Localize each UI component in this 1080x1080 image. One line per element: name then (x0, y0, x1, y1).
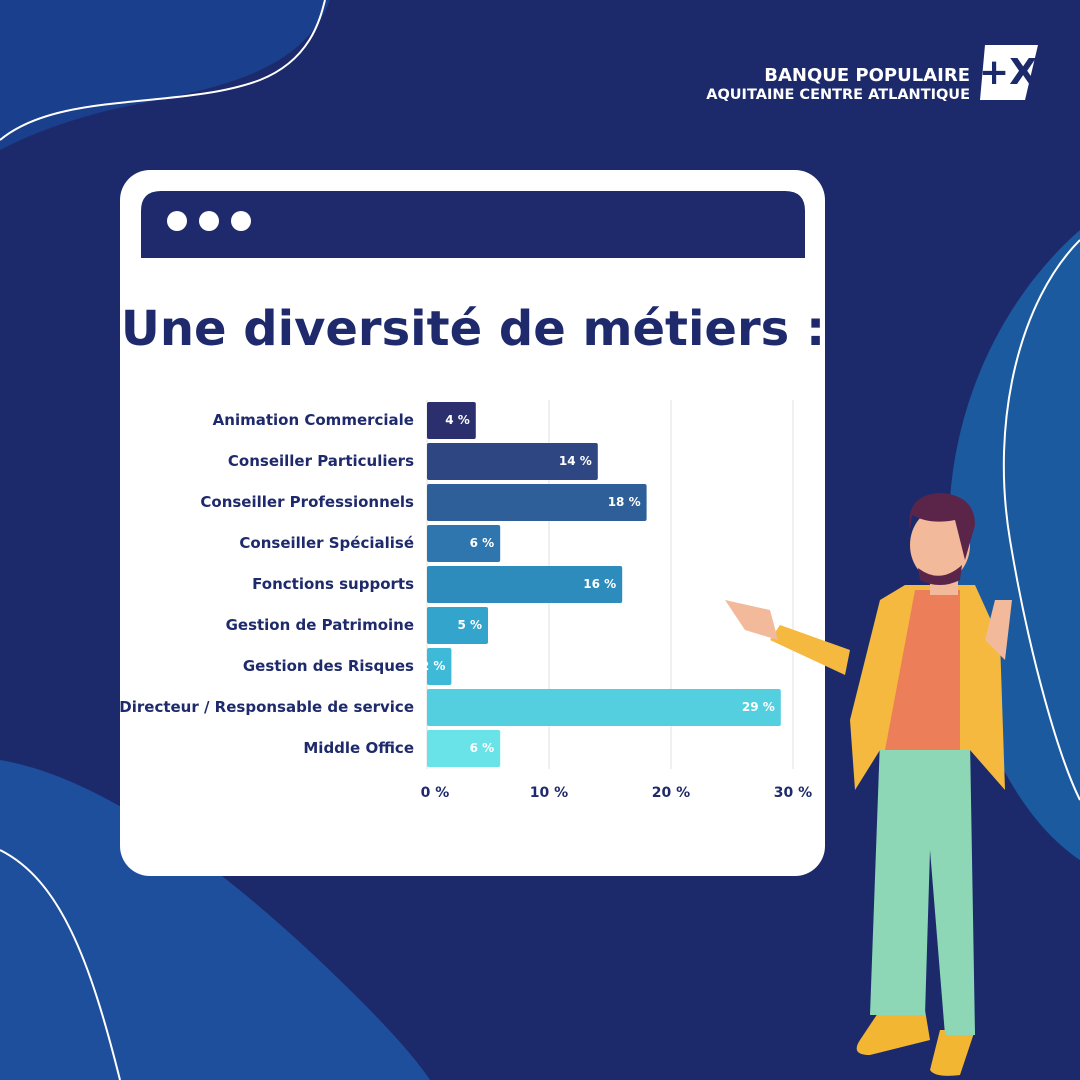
value-label: 6 % (470, 536, 495, 550)
logo-line: AQUITAINE CENTRE ATLANTIQUE (706, 87, 970, 103)
category-label: Directeur / Responsable de service (119, 698, 414, 716)
bar (427, 689, 781, 726)
blob (0, 0, 330, 150)
hand (985, 600, 1012, 660)
curve (0, 849, 121, 1080)
category-label: Gestion des Risques (243, 657, 414, 675)
value-label: 5 % (457, 618, 482, 632)
window-bar (141, 191, 805, 258)
hand (725, 600, 778, 640)
value-label: 6 % (470, 741, 495, 755)
shoe (930, 1030, 975, 1076)
value-label: 16 % (583, 577, 616, 591)
bar (427, 484, 647, 521)
shoe (856, 1010, 930, 1055)
bar (427, 443, 598, 480)
dot (199, 211, 219, 231)
logo-mark (980, 45, 1038, 100)
logo-line: BANQUE POPULAIRE (764, 65, 970, 86)
hair (909, 493, 975, 560)
bar (427, 402, 476, 439)
category-label: Middle Office (303, 739, 414, 757)
head (910, 509, 970, 581)
logo-mark: +X (979, 52, 1037, 93)
character (725, 493, 1012, 1076)
card (120, 170, 825, 876)
value-label: 2 % (421, 659, 446, 673)
x-tick-label: 20 % (652, 785, 690, 801)
bar (427, 525, 501, 562)
dot (167, 211, 187, 231)
curve (0, 0, 326, 141)
x-tick-label: 10 % (530, 785, 568, 801)
value-label: 18 % (608, 495, 641, 509)
category-label: Conseiller Professionnels (200, 493, 414, 511)
category-label: Fonctions supports (252, 575, 414, 593)
value-label: 29 % (742, 700, 775, 714)
x-tick-label: 0 % (421, 785, 450, 801)
value-label: 14 % (559, 454, 592, 468)
logo: BANQUE POPULAIRE AQUITAINE CENTRE ATLANT… (706, 45, 1038, 103)
shirt (885, 590, 960, 750)
bar (427, 730, 501, 767)
category-label: Animation Commerciale (213, 411, 414, 429)
x-tick-label: 30 % (774, 785, 812, 801)
value-label: 4 % (445, 413, 470, 427)
beard (918, 565, 962, 585)
category-label: Conseiller Particuliers (228, 452, 414, 470)
bar (427, 607, 488, 644)
pants (870, 740, 975, 1035)
category-label: Gestion de Patrimoine (226, 616, 414, 634)
category-label: Conseiller Spécialisé (239, 534, 414, 552)
bar (427, 566, 623, 603)
chart: 0 % 10 % 20 % 30 % Animation Commerciale 4 % C… (119, 400, 812, 801)
curve (1002, 239, 1080, 801)
dot (231, 211, 251, 231)
bar (427, 648, 452, 685)
sleeve (770, 625, 850, 675)
blob (0, 760, 430, 1080)
chart-title: Une diversité de métiers : (121, 301, 825, 357)
